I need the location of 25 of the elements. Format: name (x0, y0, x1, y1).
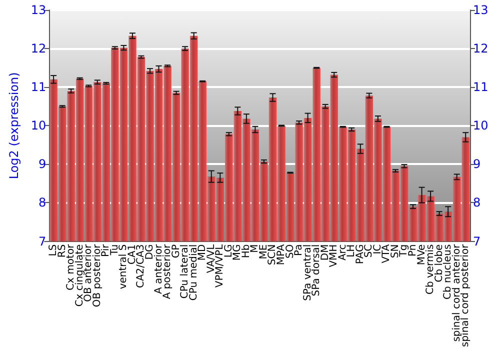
y2-tick-label: 9 (473, 157, 481, 172)
y-tick-label: 11 (30, 80, 46, 94)
x-tick-label: GP (170, 244, 182, 258)
y-tick-label: 10 (30, 118, 46, 133)
y2-tick-label: 10 (473, 118, 488, 133)
x-tick-label: Tg (398, 244, 410, 258)
y2-tick-label: 7 (473, 234, 481, 248)
y2-tick-label: 13 (473, 3, 488, 17)
y-tick-label: 13 (30, 3, 46, 17)
y-tick-label: 8 (38, 196, 46, 210)
x-tick-label: MVe (416, 244, 428, 266)
x-tick-label: OB posterior (92, 243, 103, 308)
x-tick-label: Pa (294, 244, 305, 256)
y-tick-label: 12 (30, 42, 46, 56)
x-tick-label: A posterior (162, 243, 174, 300)
y2-tick-label: 12 (473, 42, 488, 56)
x-tick-label: Cb lobe (434, 244, 445, 282)
y-axis-title: Log2 (expression) (7, 72, 21, 180)
x-tick-label: spinal cord posterior (460, 243, 472, 348)
x-tick-label: DG (144, 244, 156, 260)
y-tick-label: 9 (38, 157, 46, 172)
y2-tick-label: 8 (473, 196, 481, 210)
y-tick-label: 7 (38, 234, 46, 248)
x-tick-label: RS (56, 244, 68, 258)
y2-tick-label: 11 (473, 80, 488, 94)
